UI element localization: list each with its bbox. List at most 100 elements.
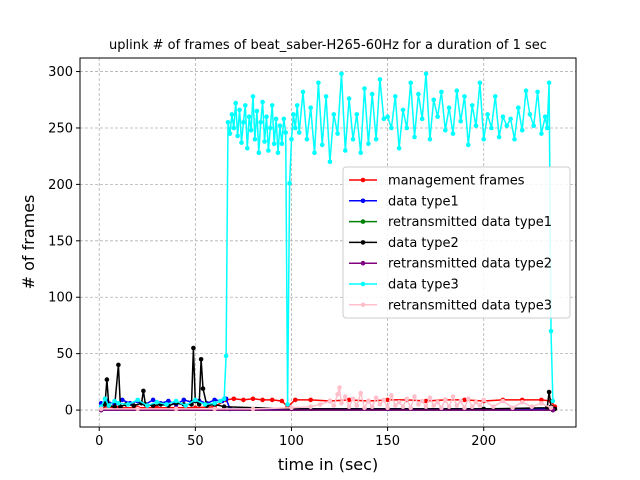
axis-ticks: 0 50 100 150 200 0 50 100 150 200 250 300: [48, 65, 496, 449]
data-point: [469, 404, 475, 410]
data-point: [225, 120, 231, 125]
x-tick-label: 200: [471, 434, 496, 449]
data-point: [404, 125, 410, 131]
data-point: [250, 406, 256, 412]
data-point: [542, 114, 548, 119]
legend-entry: retransmitted data type2: [388, 257, 552, 272]
data-point: [346, 404, 352, 410]
x-tick-label: 50: [187, 434, 204, 449]
legend-marker: [360, 302, 366, 308]
data-point: [273, 116, 279, 122]
data-point: [296, 130, 302, 135]
data-point: [458, 398, 464, 404]
data-point: [223, 353, 229, 359]
data-point: [323, 94, 329, 99]
data-point: [373, 136, 379, 142]
data-point: [250, 396, 256, 402]
data-point: [221, 404, 227, 410]
legend-marker: [360, 240, 366, 245]
data-point: [393, 403, 398, 408]
legend-entry: management frames: [388, 174, 525, 189]
data-point: [489, 125, 494, 131]
data-point: [327, 398, 333, 404]
data-point: [196, 402, 202, 407]
data-point: [346, 397, 352, 403]
data-point: [366, 141, 371, 147]
data-point: [535, 89, 540, 95]
data-point: [289, 405, 294, 411]
data-point: [546, 80, 552, 86]
data-point: [466, 396, 471, 402]
data-point: [435, 399, 440, 405]
data-point: [245, 146, 250, 151]
data-point: [544, 125, 550, 131]
data-point: [233, 100, 238, 106]
data-point: [331, 112, 337, 117]
data-point: [423, 71, 429, 77]
data-point: [243, 103, 248, 108]
data-point: [539, 397, 544, 403]
data-point: [275, 150, 281, 156]
data-point: [112, 398, 117, 404]
y-tick-label: 0: [65, 404, 73, 419]
data-point: [112, 404, 117, 410]
series-7: [98, 385, 554, 412]
data-point: [419, 398, 425, 404]
data-point: [377, 402, 383, 407]
data-point: [120, 397, 125, 403]
data-point: [354, 403, 360, 408]
data-point: [354, 112, 360, 117]
y-tick-label: 150: [48, 234, 73, 249]
data-point: [500, 398, 506, 404]
data-point: [423, 404, 429, 410]
data-point: [181, 397, 187, 403]
data-point: [531, 123, 536, 128]
data-point: [239, 140, 244, 145]
data-point: [327, 159, 333, 165]
data-point: [529, 404, 535, 410]
data-point: [381, 397, 387, 403]
data-point: [539, 131, 544, 136]
data-point: [431, 403, 437, 408]
data-point: [346, 96, 352, 101]
data-point: [293, 397, 298, 403]
legend-marker: [360, 260, 366, 266]
data-point: [248, 127, 254, 133]
data-point: [106, 403, 112, 408]
data-point: [400, 107, 406, 113]
data-point: [491, 404, 496, 410]
data-point: [416, 91, 421, 97]
data-point: [135, 397, 140, 403]
data-point: [443, 397, 448, 403]
data-point: [396, 146, 402, 151]
data-point: [389, 393, 394, 398]
data-point: [116, 362, 121, 368]
data-point: [350, 396, 356, 402]
data-point: [419, 116, 425, 122]
data-point: [462, 405, 467, 411]
series-6: [98, 71, 556, 410]
data-point: [260, 397, 265, 403]
data-point: [339, 401, 344, 406]
data-point: [539, 401, 544, 406]
data-point: [173, 398, 179, 404]
data-point: [400, 404, 406, 410]
data-point: [337, 385, 342, 390]
data-point: [516, 105, 521, 110]
data-point: [125, 402, 131, 407]
data-point: [416, 402, 421, 407]
x-tick-label: 150: [375, 434, 400, 449]
data-point: [412, 134, 417, 140]
data-point: [435, 114, 440, 119]
data-point: [477, 80, 483, 86]
data-point: [477, 403, 483, 408]
data-point: [98, 406, 104, 412]
y-tick-label: 100: [48, 291, 73, 306]
data-point: [285, 402, 290, 407]
data-point: [335, 392, 340, 397]
y-tick-label: 200: [48, 178, 73, 193]
legend: management frames data type1 retransmitted…: [342, 166, 571, 319]
data-point: [381, 116, 387, 122]
data-point: [362, 86, 367, 91]
